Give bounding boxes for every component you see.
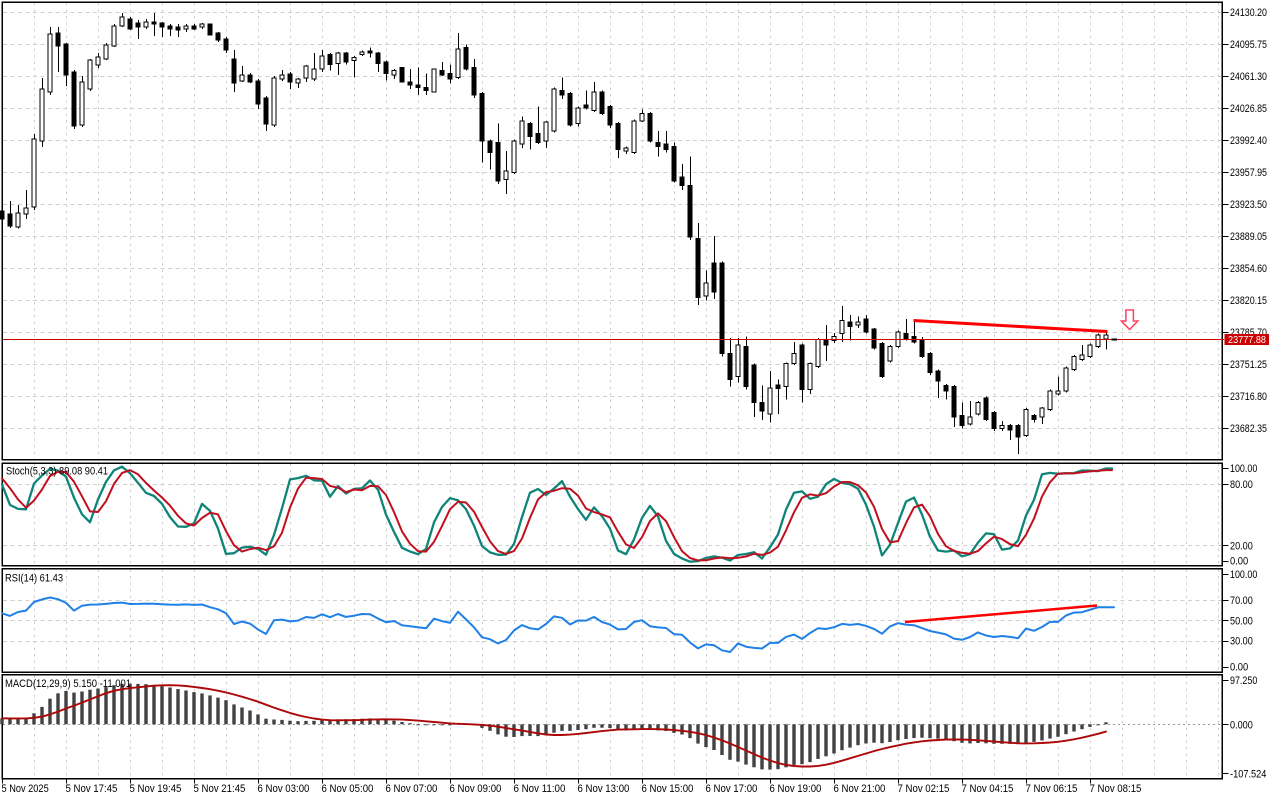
svg-text:Stoch(5,3,3) 89.08 90.41: Stoch(5,3,3) 89.08 90.41 xyxy=(6,466,108,478)
svg-text:23923.50: 23923.50 xyxy=(1230,199,1267,211)
svg-text:97.250: 97.250 xyxy=(1230,675,1257,687)
svg-text:23716.80: 23716.80 xyxy=(1230,391,1267,403)
svg-text:23992.40: 23992.40 xyxy=(1230,135,1267,147)
svg-text:30.00: 30.00 xyxy=(1230,636,1253,648)
svg-text:24095.75: 24095.75 xyxy=(1230,39,1267,51)
svg-text:80.00: 80.00 xyxy=(1230,479,1253,491)
svg-text:RSI(14) 61.43: RSI(14) 61.43 xyxy=(5,573,63,585)
svg-text:23682.35: 23682.35 xyxy=(1230,423,1267,435)
svg-text:23889.05: 23889.05 xyxy=(1230,231,1267,243)
svg-text:24026.85: 24026.85 xyxy=(1230,103,1267,115)
svg-text:5 Nov 2025: 5 Nov 2025 xyxy=(2,783,49,795)
svg-text:20.00: 20.00 xyxy=(1230,540,1253,552)
svg-text:5 Nov 19:45: 5 Nov 19:45 xyxy=(130,783,182,795)
svg-text:6 Nov 07:00: 6 Nov 07:00 xyxy=(386,783,438,795)
svg-text:6 Nov 03:00: 6 Nov 03:00 xyxy=(258,783,310,795)
svg-text:7 Nov 02:15: 7 Nov 02:15 xyxy=(898,783,950,795)
svg-text:23751.25: 23751.25 xyxy=(1230,359,1267,371)
svg-text:6 Nov 11:00: 6 Nov 11:00 xyxy=(514,783,566,795)
svg-text:6 Nov 05:00: 6 Nov 05:00 xyxy=(322,783,374,795)
svg-text:0.00: 0.00 xyxy=(1230,662,1248,674)
svg-text:6 Nov 17:00: 6 Nov 17:00 xyxy=(706,783,758,795)
svg-text:23820.15: 23820.15 xyxy=(1230,295,1267,307)
svg-text:6 Nov 13:00: 6 Nov 13:00 xyxy=(578,783,630,795)
svg-text:23854.60: 23854.60 xyxy=(1230,263,1267,275)
svg-text:24130.20: 24130.20 xyxy=(1230,7,1267,19)
svg-text:5 Nov 21:45: 5 Nov 21:45 xyxy=(194,783,246,795)
svg-text:7 Nov 04:15: 7 Nov 04:15 xyxy=(962,783,1014,795)
svg-text:0.00: 0.00 xyxy=(1230,556,1248,568)
svg-text:23957.95: 23957.95 xyxy=(1230,167,1267,179)
svg-text:MACD(12,29,9) 5.150 -11.001: MACD(12,29,9) 5.150 -11.001 xyxy=(5,678,131,690)
svg-text:6 Nov 19:00: 6 Nov 19:00 xyxy=(770,783,822,795)
svg-text:100.00: 100.00 xyxy=(1230,569,1257,581)
svg-text:7 Nov 06:15: 7 Nov 06:15 xyxy=(1026,783,1078,795)
svg-text:6 Nov 15:00: 6 Nov 15:00 xyxy=(642,783,694,795)
svg-text:6 Nov 21:00: 6 Nov 21:00 xyxy=(834,783,886,795)
svg-text:24061.30: 24061.30 xyxy=(1230,71,1267,83)
svg-text:-107.524: -107.524 xyxy=(1230,768,1266,780)
svg-text:23777.88: 23777.88 xyxy=(1228,335,1266,346)
svg-text:5 Nov 17:45: 5 Nov 17:45 xyxy=(66,783,118,795)
svg-text:50.00: 50.00 xyxy=(1230,615,1253,627)
svg-text:7 Nov 08:15: 7 Nov 08:15 xyxy=(1090,783,1142,795)
svg-text:100.00: 100.00 xyxy=(1230,463,1257,475)
svg-text:6 Nov 09:00: 6 Nov 09:00 xyxy=(450,783,502,795)
svg-text:70.00: 70.00 xyxy=(1230,595,1253,607)
svg-text:0.000: 0.000 xyxy=(1230,719,1253,731)
